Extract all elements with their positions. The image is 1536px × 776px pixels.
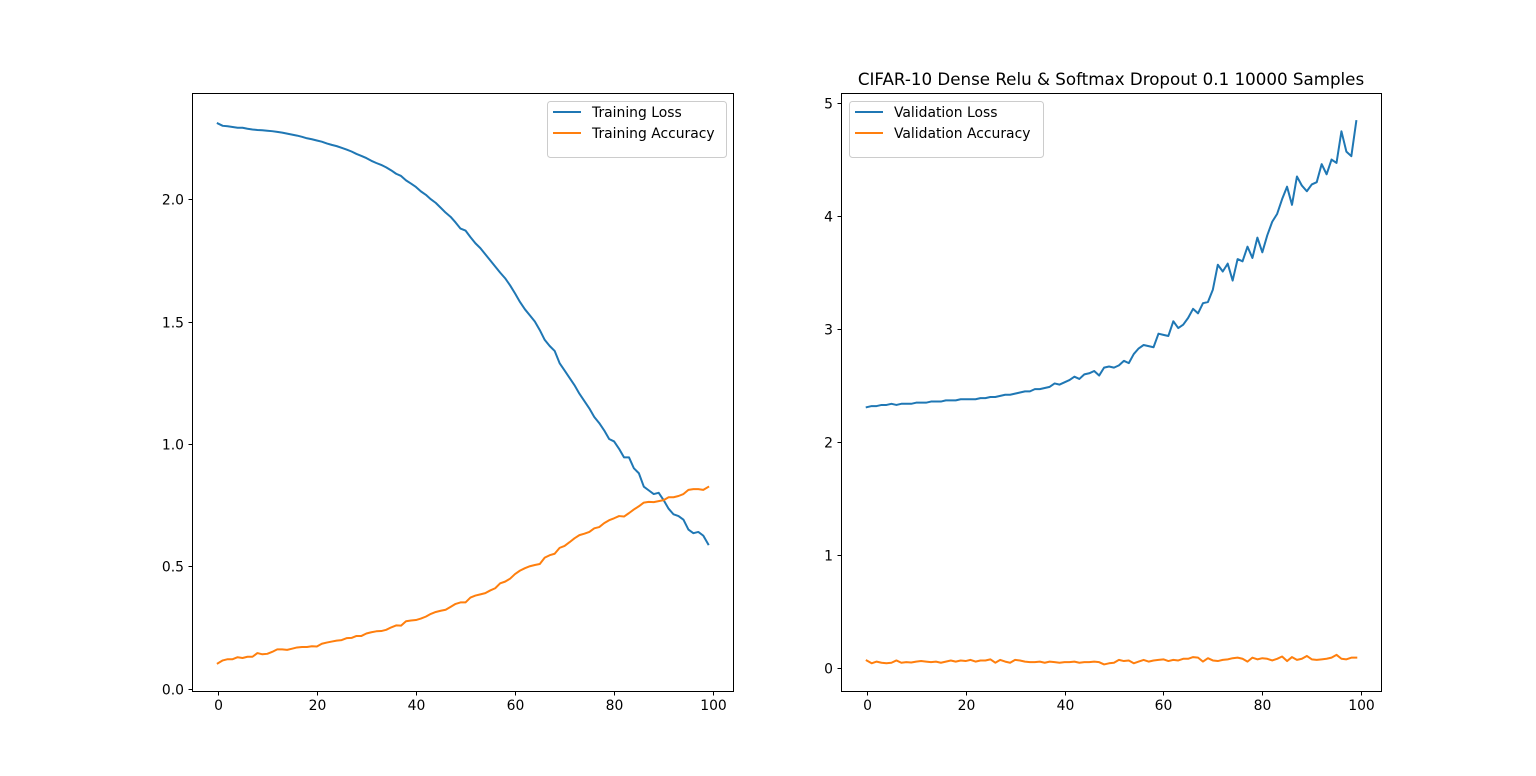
left-y-tick-label: 0.5 xyxy=(162,560,184,576)
right-chart-title: CIFAR-10 Dense Relu & Softmax Dropout 0.… xyxy=(858,69,1364,89)
right-x-tick-label: 0 xyxy=(863,698,872,714)
right-legend-label-0: Validation Loss xyxy=(894,105,997,121)
left-legend-box xyxy=(547,101,727,158)
right-x-tick-label: 20 xyxy=(958,698,976,714)
right-series-line-0 xyxy=(865,120,1358,409)
right-ticks: 0 20 40 60 80 100 0 1 2 3 4 5 xyxy=(824,97,1375,715)
left-lines xyxy=(216,122,710,665)
left-x-tick-label: 60 xyxy=(507,698,525,714)
right-series-line-1 xyxy=(865,653,1358,666)
right-y-tick-label: 0 xyxy=(824,662,833,678)
right-y-tick-label: 4 xyxy=(824,210,833,226)
left-y-tick-label: 0.0 xyxy=(162,683,184,699)
left-x-tick-label: 100 xyxy=(700,698,727,714)
right-x-tick-label: 60 xyxy=(1155,698,1173,714)
left-series-line-1 xyxy=(216,485,710,665)
right-y-tick-label: 2 xyxy=(824,436,833,452)
chart-right: CIFAR-10 Dense Relu & Softmax Dropout 0.… xyxy=(824,69,1382,715)
left-x-tick-label: 20 xyxy=(309,698,327,714)
left-y-tick-label: 1.0 xyxy=(162,438,184,454)
left-legend: Training Loss Training Accuracy xyxy=(547,101,727,158)
right-x-tick-label: 40 xyxy=(1057,698,1075,714)
left-x-tick-label: 40 xyxy=(408,698,426,714)
right-legend-box xyxy=(849,101,1044,158)
right-y-tick-label: 3 xyxy=(824,323,833,339)
right-x-tick-label: 80 xyxy=(1254,698,1272,714)
chart-left: 0 20 40 60 80 100 0.0 0.5 1.0 1.5 2.0 Training Los… xyxy=(162,93,734,715)
right-legend-label-1: Validation Accuracy xyxy=(894,126,1030,142)
left-series-line-0 xyxy=(216,122,710,546)
left-legend-label-1: Training Accuracy xyxy=(591,126,715,142)
left-x-tick-label: 0 xyxy=(214,698,223,714)
right-lines xyxy=(865,120,1358,666)
right-axes-frame xyxy=(841,93,1382,692)
right-y-tick-label: 5 xyxy=(824,97,833,113)
left-y-tick-label: 1.5 xyxy=(162,316,184,332)
left-legend-label-0: Training Loss xyxy=(591,105,682,121)
left-axes-frame xyxy=(192,93,734,692)
right-legend: Validation Loss Validation Accuracy xyxy=(849,101,1044,158)
left-ticks: 0 20 40 60 80 100 0.0 0.5 1.0 1.5 2.0 xyxy=(162,193,727,715)
right-y-tick-label: 1 xyxy=(824,549,833,565)
right-x-tick-label: 100 xyxy=(1348,698,1375,714)
left-y-tick-label: 2.0 xyxy=(162,193,184,209)
left-x-tick-label: 80 xyxy=(606,698,624,714)
